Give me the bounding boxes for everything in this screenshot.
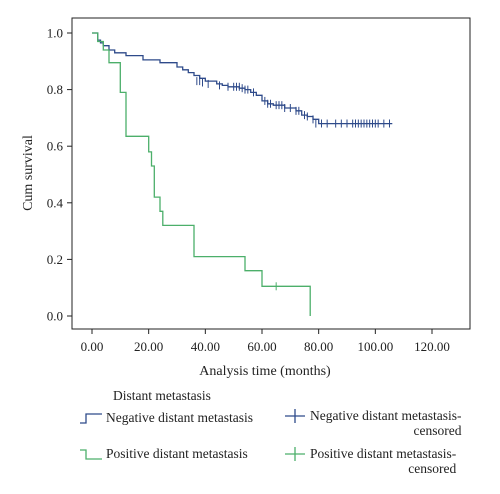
plot-frame <box>71 17 471 330</box>
legend-label-negative-censored-line1: Negative distant metastasis- <box>310 408 462 423</box>
legend-label-positive-censored-line2: censored <box>408 461 457 476</box>
x-tick-label: 100.00 <box>357 339 393 354</box>
legend-plus-icon-positive <box>285 447 305 461</box>
legend-entry-negative-censored: Negative distant metastasis- censored <box>282 408 492 442</box>
legend-step-icon-positive <box>80 449 102 460</box>
x-tick-label: 20.00 <box>134 339 163 354</box>
legend-title: Distant metastasis <box>113 388 211 403</box>
legend-label-positive: Positive distant metastasis <box>106 446 248 461</box>
series-layer <box>92 32 393 316</box>
x-tick-label: 60.00 <box>247 339 276 354</box>
x-tick-label: 40.00 <box>191 339 220 354</box>
legend-entry-positive-censored: Positive distant metastasis- censored <box>282 446 492 480</box>
legend-plus-icon-negative <box>285 409 305 423</box>
survival-chart: 0.00 20.00 40.00 60.00 80.00 100.00 120.00 0.0… <box>21 17 471 379</box>
y-tick-label: 0.2 <box>47 252 63 267</box>
legend-label-positive-censored: Positive distant metastasis- censored <box>310 446 456 476</box>
legend-label-negative: Negative distant metastasis <box>106 410 253 425</box>
legend-label-negative-censored-line2: censored <box>413 423 462 438</box>
y-tick-label: 0.8 <box>47 82 63 97</box>
x-tick-label: 0.00 <box>81 339 104 354</box>
y-tick-label: 0.4 <box>47 195 64 210</box>
x-tick-label: 120.00 <box>414 339 450 354</box>
legend-label-negative-censored: Negative distant metastasis- censored <box>310 408 461 438</box>
series-line-positive <box>92 32 311 316</box>
x-axis: 0.00 20.00 40.00 60.00 80.00 100.00 120.00 <box>81 329 450 354</box>
y-tick-label: 0.6 <box>47 139 64 154</box>
x-tick-label: 80.00 <box>304 339 333 354</box>
y-tick-label: 1.0 <box>47 26 63 41</box>
legend-entry-negative: Negative distant metastasis <box>78 410 288 426</box>
y-axis: 0.0 0.2 0.4 0.6 0.8 1.0 <box>47 26 72 324</box>
censor-layer <box>196 77 390 291</box>
x-axis-title: Analysis time (months) <box>199 364 331 379</box>
legend-label-positive-censored-line1: Positive distant metastasis- <box>310 446 457 461</box>
y-tick-label: 0.0 <box>47 309 63 324</box>
legend-step-icon-negative <box>80 413 102 424</box>
y-axis-title: Cum survival <box>21 135 36 211</box>
legend-entry-positive: Positive distant metastasis <box>78 446 288 462</box>
series-line-negative <box>92 32 393 125</box>
legend: Distant metastasis Negative distant meta… <box>0 388 500 488</box>
